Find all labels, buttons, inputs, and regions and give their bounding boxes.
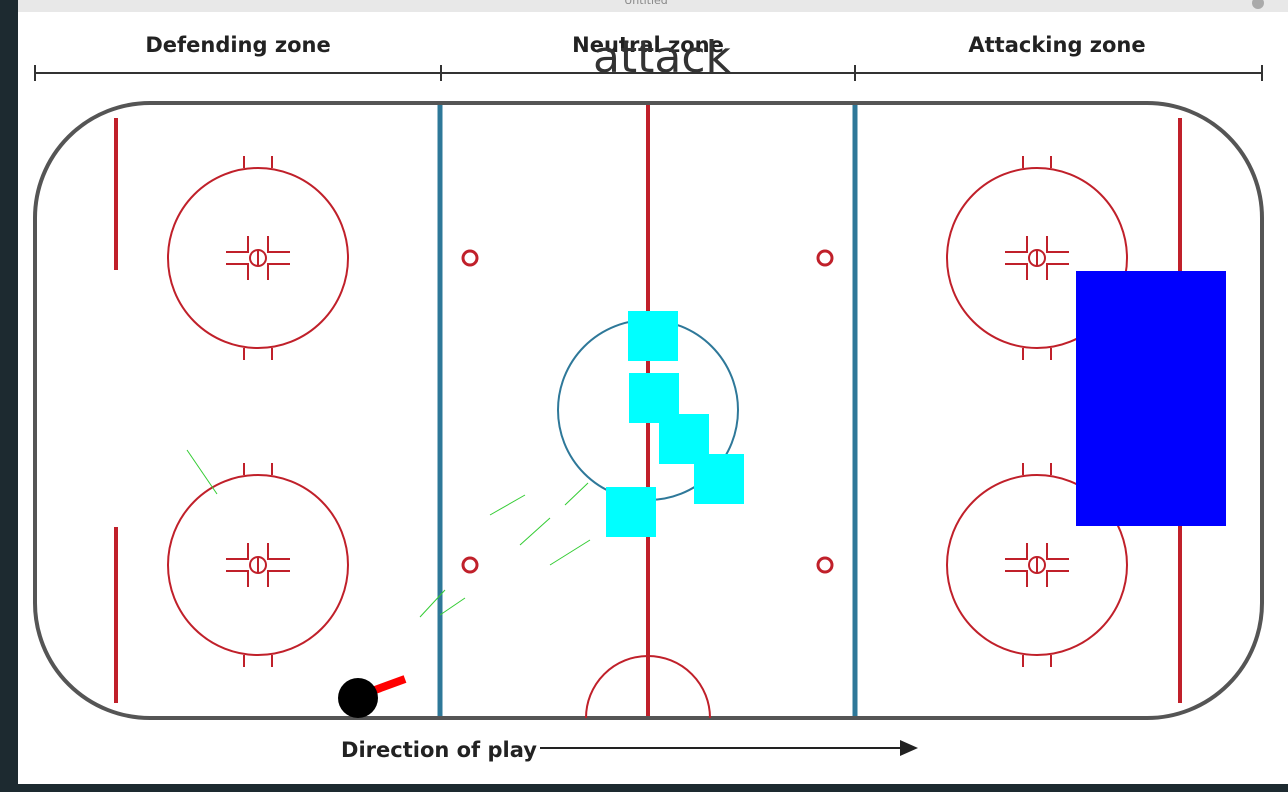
- goal-zone: [1076, 271, 1226, 526]
- trail-marks: [186, 449, 591, 618]
- direction-label: Direction of play: [341, 738, 537, 762]
- player: [338, 678, 378, 718]
- overlay-text: attack: [593, 32, 732, 83]
- faceoff-circles: [167, 156, 1128, 667]
- zone-label: Attacking zone: [968, 33, 1145, 57]
- neutral-dots: [461, 249, 834, 574]
- zone-bracket: [34, 65, 1263, 81]
- player-stick: [373, 675, 407, 694]
- referee-crease: [585, 655, 711, 719]
- enemy-blocks: [606, 311, 744, 537]
- zone-label: Defending zone: [145, 33, 330, 57]
- window-title: Untitled: [624, 0, 668, 7]
- arrow-head: [900, 740, 918, 756]
- zone-label: Neutral zone: [572, 33, 724, 57]
- close-button[interactable]: [1252, 0, 1264, 9]
- blue-lines: [437, 105, 858, 716]
- title-bar: [18, 0, 1288, 12]
